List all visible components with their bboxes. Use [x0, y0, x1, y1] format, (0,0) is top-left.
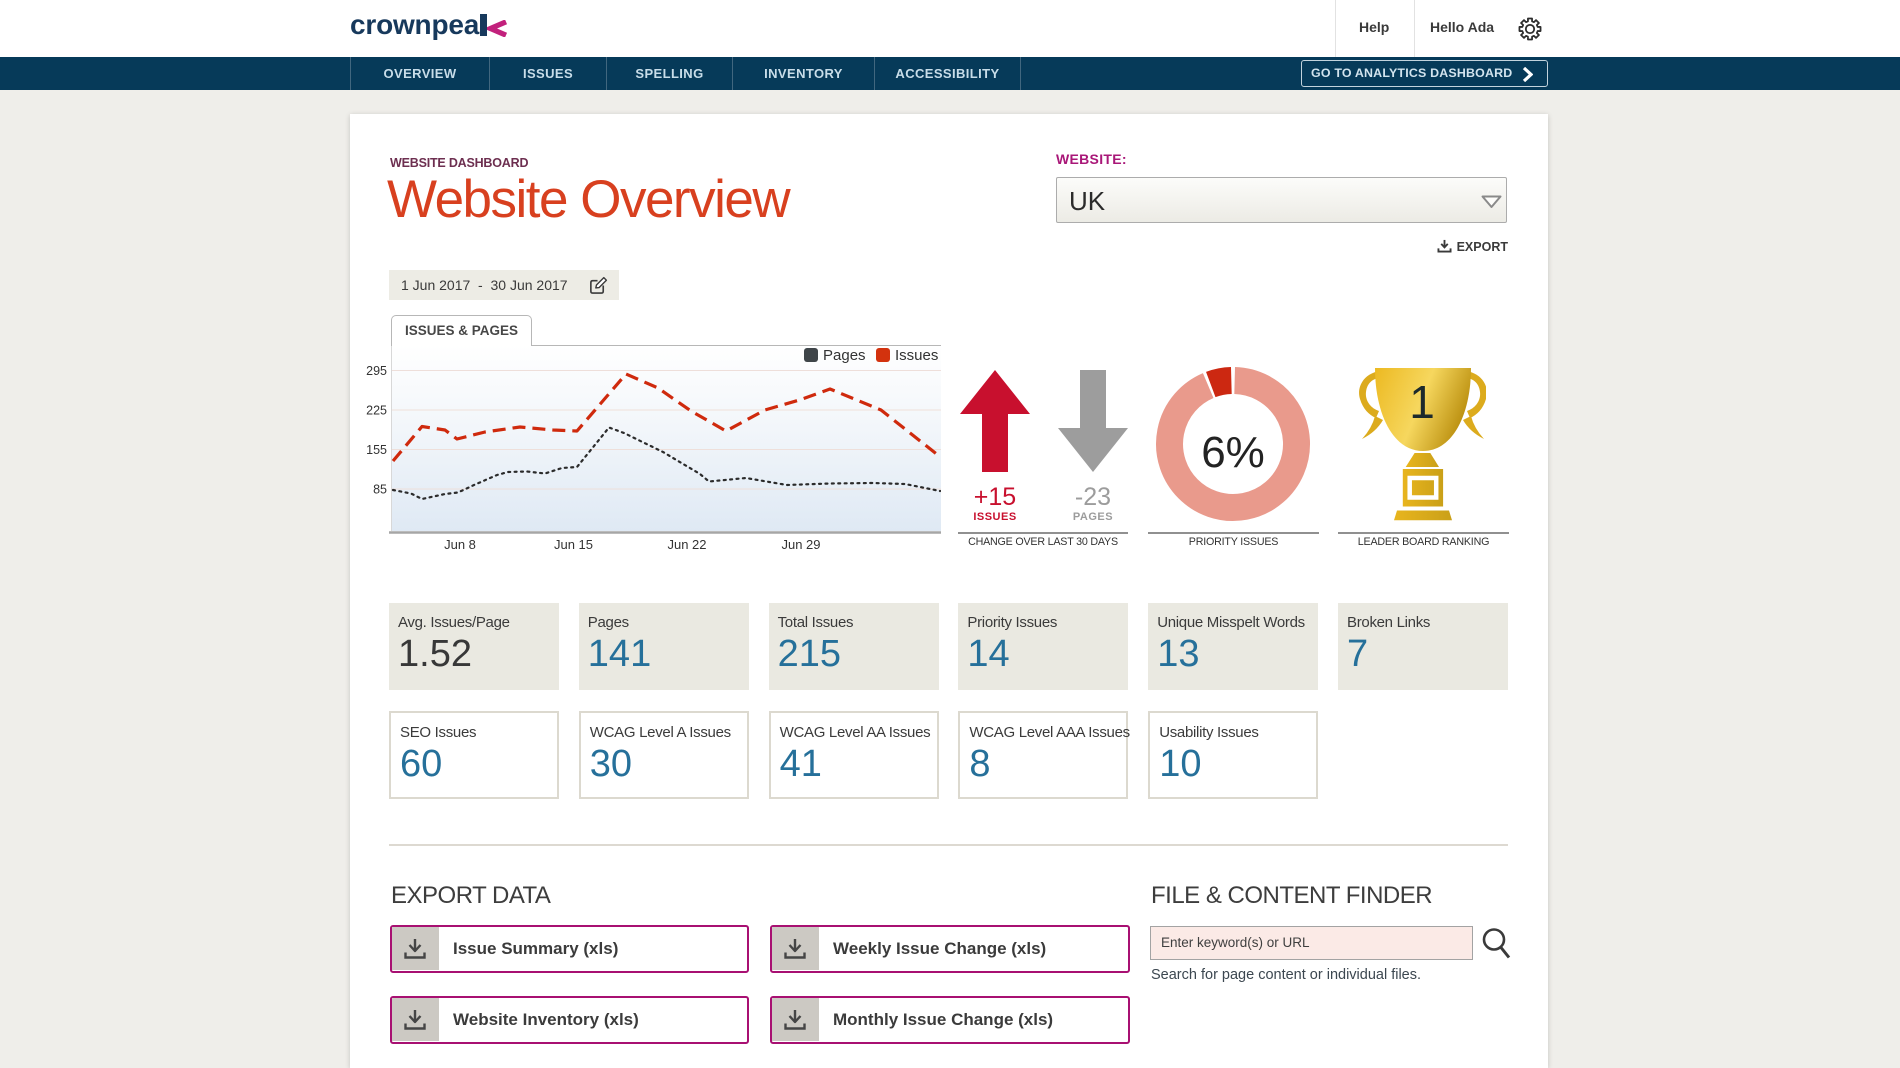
- svg-text:85: 85: [373, 483, 387, 497]
- svg-text:225: 225: [366, 404, 387, 418]
- svg-text:Jun 22: Jun 22: [667, 537, 706, 552]
- svg-text:Jun 15: Jun 15: [554, 537, 593, 552]
- svg-text:Jun 29: Jun 29: [781, 537, 820, 552]
- svg-text:Pages: Pages: [823, 347, 866, 364]
- svg-text:Issues: Issues: [895, 347, 938, 364]
- svg-text:295: 295: [366, 364, 387, 378]
- svg-text:155: 155: [366, 443, 387, 457]
- svg-text:Jun 8: Jun 8: [444, 537, 476, 552]
- svg-text:1: 1: [1409, 376, 1435, 428]
